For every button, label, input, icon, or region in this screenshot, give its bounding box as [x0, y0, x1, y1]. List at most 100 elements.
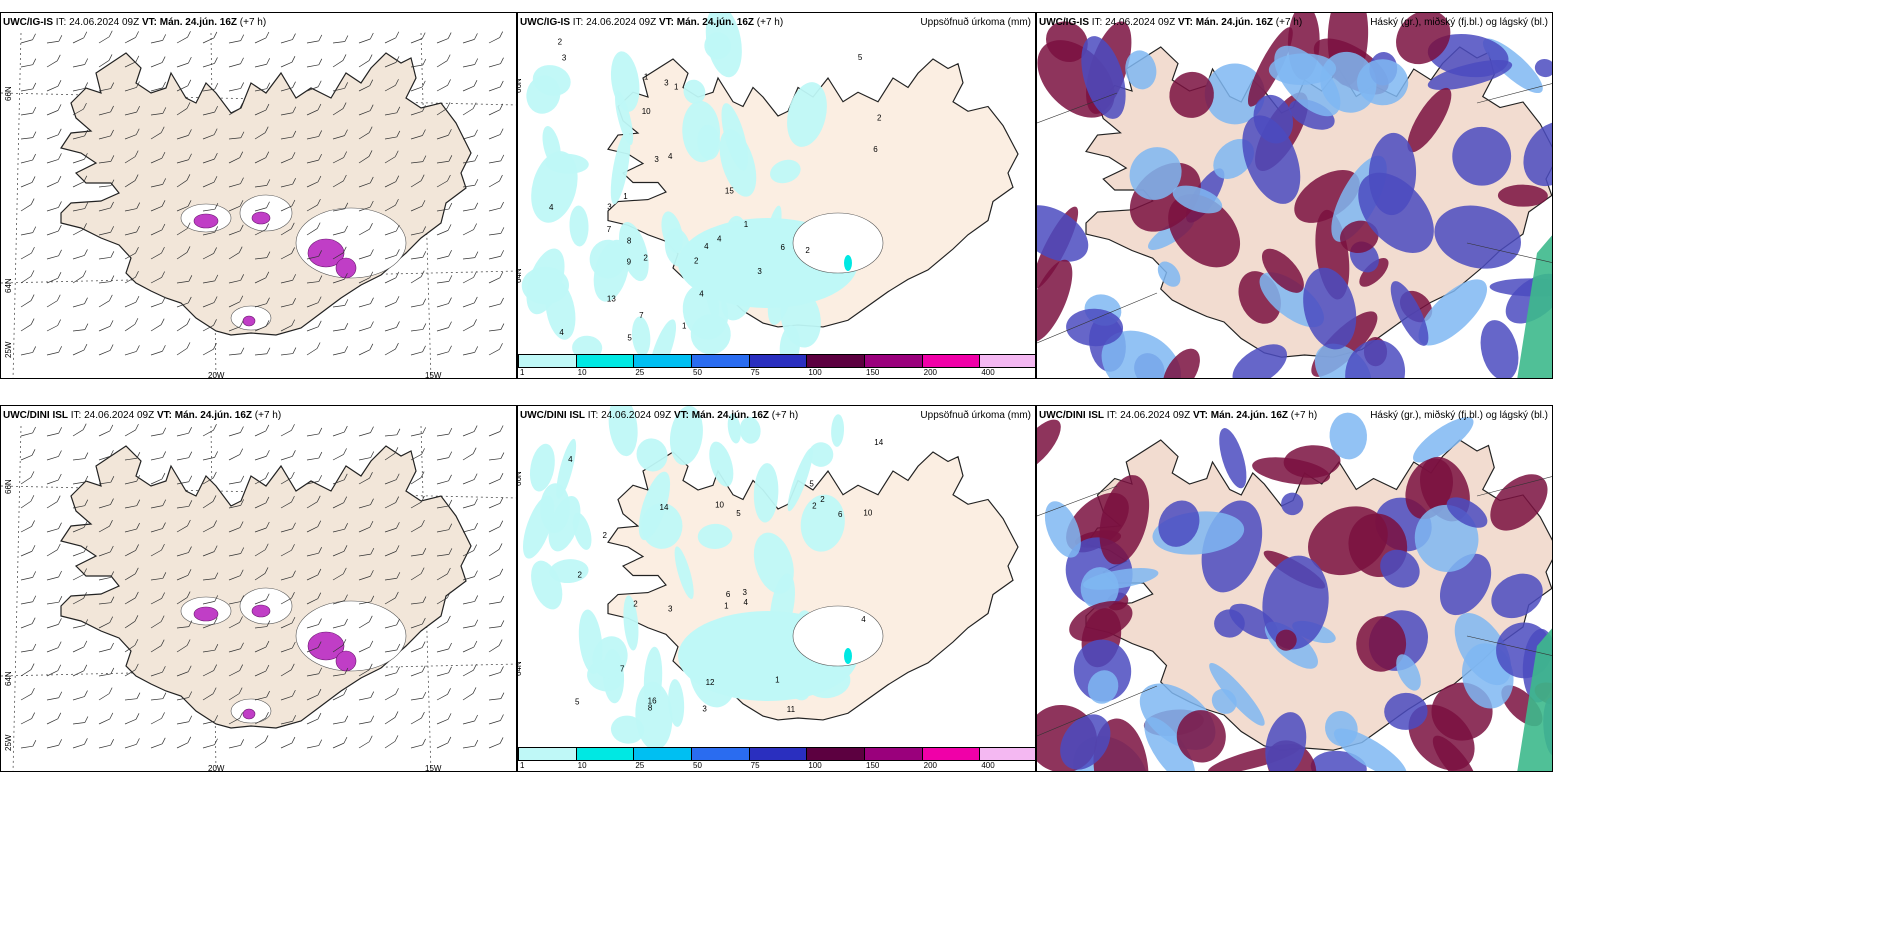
wind-barb-flag — [370, 570, 374, 577]
wind-barb — [462, 669, 474, 677]
wind-barb — [488, 233, 501, 236]
wind-barb-flag — [57, 128, 62, 135]
wind-barb — [410, 647, 423, 653]
wind-barb-flag — [32, 571, 37, 578]
wind-barb — [384, 452, 396, 461]
wind-barb — [436, 134, 449, 140]
wind-barb — [462, 257, 475, 260]
wind-barb-flag — [318, 475, 322, 482]
wind-barb-flag — [473, 271, 477, 278]
wind-barb — [46, 744, 59, 749]
wind-barb — [46, 528, 59, 533]
wind-barb-flag — [110, 596, 115, 603]
cloud-area — [1172, 185, 1223, 214]
wind-barb — [462, 302, 475, 308]
colorbar-tick-label: 400 — [981, 368, 995, 377]
wind-barb-flag — [368, 126, 373, 133]
panel-title: UWC/DINI ISL IT: 24.06.2024 09Z VT: Mán.… — [520, 410, 799, 421]
wind-barb — [98, 673, 111, 677]
cloud-area — [1359, 258, 1389, 287]
wind-barb-flag — [266, 347, 271, 354]
wind-barb — [72, 743, 85, 749]
colorbar-tick-label: 200 — [923, 368, 938, 377]
wind-barb-flag — [292, 450, 296, 457]
cloud-area — [1242, 115, 1301, 204]
precip-value: 2 — [805, 246, 810, 255]
wind-barb — [462, 720, 475, 725]
wind-barb — [306, 255, 319, 260]
colorbar-cell — [518, 747, 577, 761]
wind-barb — [176, 505, 189, 509]
wind-barb — [436, 480, 449, 485]
wind-barb — [20, 204, 32, 212]
wind-barb-flag — [292, 130, 297, 138]
wind-barb-flag — [396, 643, 401, 651]
wind-barb-flag — [344, 82, 349, 89]
wind-barb — [20, 649, 33, 653]
wind-barb-flag — [473, 664, 477, 671]
wind-barb-flag — [474, 522, 478, 530]
wind-barb-flag — [473, 425, 478, 432]
precip-area — [705, 13, 742, 78]
wind-barb-flag — [344, 202, 349, 209]
wind-barb — [228, 601, 241, 605]
wind-barb-flag — [448, 523, 453, 530]
wind-barb-flag — [394, 447, 399, 454]
wind-barb-flag — [421, 80, 426, 88]
wind-barb — [384, 672, 397, 677]
wind-barb — [150, 478, 163, 485]
wind-barb — [254, 477, 266, 485]
precip-value: 2 — [633, 599, 638, 608]
wind-barb-flag — [162, 666, 166, 673]
wind-barb — [332, 694, 344, 701]
wind-barb-flag — [316, 495, 321, 502]
wind-barb — [410, 501, 422, 509]
wind-barb — [306, 624, 319, 629]
wind-barb — [124, 550, 136, 557]
wind-barb — [150, 577, 163, 581]
lat-label-64: 64N — [4, 671, 13, 686]
wind-barb-flag — [84, 297, 88, 304]
wind-panel-row2: UWC/DINI ISL IT: 24.06.2024 09Z VT: Mán.… — [0, 405, 517, 772]
wind-barb — [332, 278, 345, 284]
wind-barb — [280, 576, 293, 581]
wind-barb — [20, 324, 32, 332]
wind-barb-flag — [187, 31, 191, 38]
wind-barb — [254, 527, 267, 533]
cloud-area — [1168, 194, 1241, 268]
wind-barb — [124, 457, 137, 461]
wind-barb — [20, 137, 33, 140]
cloud-area — [1491, 573, 1543, 619]
wind-barb-flag — [292, 715, 296, 722]
wind-barb-flag — [239, 295, 244, 302]
wind-barb-flag — [136, 225, 140, 233]
precip-value: 3 — [664, 78, 669, 87]
wind-barb — [72, 722, 85, 725]
wind-barb-flag — [136, 202, 141, 209]
wind-barb-flag — [240, 642, 244, 649]
wind-barb — [306, 159, 319, 164]
wind-barb — [358, 477, 370, 485]
wind-barb — [436, 648, 449, 653]
colorbar-tick-label: 100 — [808, 761, 822, 770]
wind-barb-flag — [31, 712, 35, 719]
wind-barb — [254, 185, 267, 188]
precip-value: 2 — [812, 501, 817, 510]
wind-barb — [150, 698, 163, 701]
wind-barb — [384, 741, 396, 749]
wind-barb — [124, 480, 137, 485]
precip-value: 2 — [558, 38, 563, 47]
wind-barb-flag — [448, 275, 453, 282]
wind-barb-flag — [344, 299, 349, 306]
wind-barb — [124, 252, 136, 260]
wind-barb — [488, 134, 501, 140]
wind-barb — [124, 718, 137, 725]
cloud-area — [1087, 670, 1119, 704]
wind-barb-flag — [500, 692, 505, 699]
wind-barb-flag — [266, 251, 271, 258]
wind-barb-flag — [370, 200, 374, 208]
precip-value: 2 — [820, 495, 825, 504]
wind-barb — [98, 281, 111, 284]
wind-barb — [254, 502, 267, 509]
precip-value: 3 — [702, 704, 707, 713]
